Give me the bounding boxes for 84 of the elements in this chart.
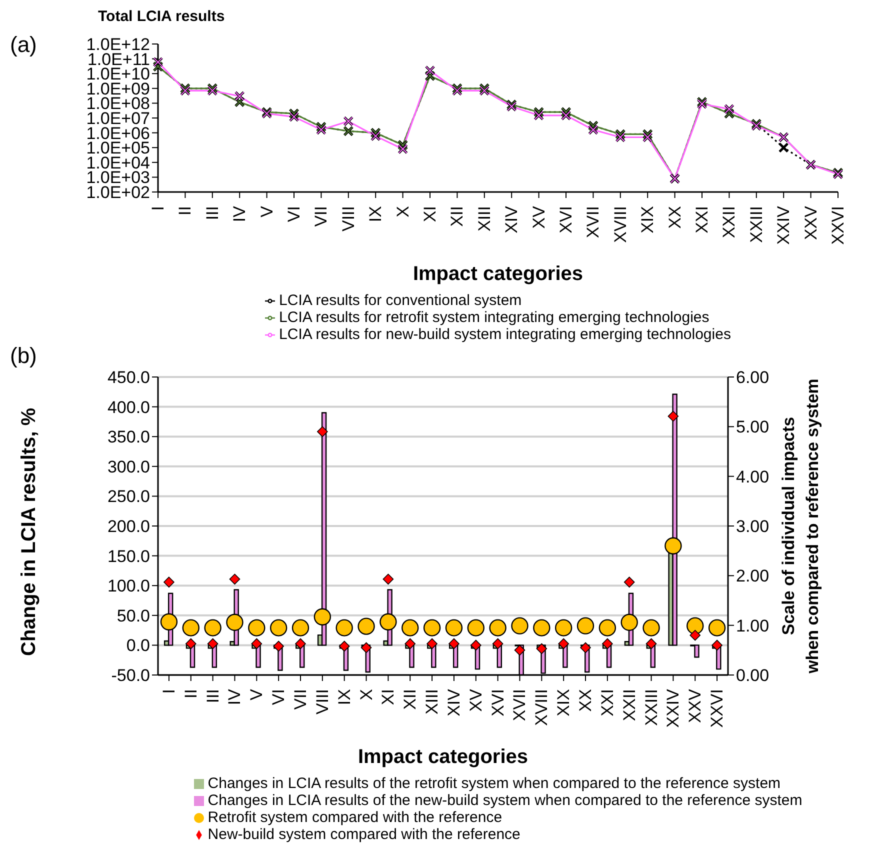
- x-tick-label: XXII: [620, 689, 639, 722]
- x-tick-label: XVI: [556, 206, 576, 234]
- x-tick-label: XII: [448, 206, 467, 227]
- x-tick-label: XXI: [598, 689, 617, 716]
- x-tick-label: XXIV: [774, 205, 794, 245]
- y-tick-label: 50.0: [116, 606, 150, 626]
- x-tick-label: VI: [284, 206, 304, 222]
- x-tick-label: III: [203, 689, 222, 704]
- x-tick-label: I: [159, 689, 178, 694]
- x-tick-label: XIX: [554, 689, 574, 716]
- x-tick-label: XI: [378, 689, 398, 706]
- y-tick-label: 200.0: [107, 517, 150, 536]
- x-tick-label: XXVI: [828, 206, 848, 245]
- y-tick-label: 250.0: [107, 487, 150, 506]
- x-tick-label: III: [202, 206, 222, 220]
- y2-tick-label: 4.00: [736, 467, 770, 486]
- x-tick-label: VII: [312, 206, 331, 227]
- x-tick-label: XIII: [422, 689, 442, 715]
- x-tick-label: XIV: [444, 688, 464, 716]
- text: (b): [10, 343, 37, 369]
- x-tick-label: IV: [230, 205, 250, 222]
- x-tick-label: XIV: [502, 205, 522, 234]
- x-tick-label: VII: [291, 689, 310, 710]
- y-tick-label: 0.0: [126, 636, 150, 656]
- x-tick-label: IX: [366, 206, 386, 222]
- y-tick-label: 300.0: [107, 457, 150, 476]
- x-tick-label: XXIV: [664, 688, 683, 728]
- y2-tick-label: 2.00: [736, 566, 770, 586]
- y-axis-title: Change in LCIA results, %: [18, 408, 40, 656]
- x-tick-label: X: [393, 206, 412, 218]
- x-tick-label: XXVI: [708, 689, 727, 728]
- y2-tick-label: 0.00: [736, 666, 770, 686]
- x-tick-label: II: [176, 206, 195, 216]
- legend-label: Changes in LCIA results of the retrofit system when compared to the reference system: [208, 775, 781, 792]
- text: (a): [10, 32, 37, 58]
- x-tick-label: XXIII: [642, 689, 661, 726]
- x-tick-label: I: [148, 206, 168, 211]
- x-tick-label: XVII: [510, 689, 530, 722]
- y2-tick-label: 1.00: [736, 616, 770, 636]
- x-tick-label: XXII: [720, 206, 739, 238]
- x-tick-label: XX: [576, 689, 595, 712]
- y-tick-label: 400.0: [107, 398, 150, 417]
- x-tick-label: XIII: [474, 206, 494, 232]
- x-tick-label: V: [247, 688, 266, 700]
- x-tick-label: XX: [665, 206, 684, 229]
- x-tick-label: X: [356, 689, 376, 700]
- x-axis-title: Impact categories: [358, 746, 528, 768]
- chart-title: Total LCIA results: [98, 8, 225, 25]
- legend-label: New-build system compared with the reference: [208, 826, 520, 843]
- x-tick-label: XIX: [638, 206, 658, 234]
- y-tick-label: 350.0: [107, 428, 150, 447]
- x-tick-label: XVIII: [532, 689, 552, 726]
- y2-tick-label: 3.00: [736, 517, 770, 536]
- x-tick-label: XXIII: [746, 206, 766, 243]
- x-tick-label: XV: [529, 205, 548, 229]
- x-tick-label: XVII: [584, 206, 603, 238]
- y2-tick-label: 6.00: [736, 368, 770, 388]
- y2-axis-title: Scale of individual impacts when compared to reference system: [779, 378, 822, 674]
- legend-label: LCIA results for conventional system: [279, 292, 522, 309]
- x-axis-title: Impact categories: [412, 263, 584, 285]
- y-tick-label: -50.0: [111, 666, 150, 686]
- x-tick-label: XII: [400, 689, 420, 710]
- x-tick-label: XV: [466, 688, 486, 712]
- x-tick-label: IX: [334, 689, 354, 706]
- x-tick-label: VI: [269, 689, 288, 706]
- legend-label: LCIA results for retrofit system integrating emerging technologies: [279, 309, 710, 326]
- x-tick-label: VIII: [338, 206, 358, 232]
- legend-label: Retrofit system compared with the reference: [208, 809, 502, 826]
- x-tick-label: VIII: [312, 689, 332, 715]
- x-tick-label: XXV: [686, 688, 705, 724]
- legend-label: Changes in LCIA results of the new-build system when compared to the reference system: [208, 792, 802, 809]
- x-tick-label: V: [257, 205, 276, 218]
- legend-label: LCIA results for new-build system integrating emerging technologies: [279, 326, 731, 343]
- x-tick-label: IV: [225, 688, 244, 706]
- x-tick-label: II: [181, 689, 200, 698]
- y-tick-label: 100.0: [107, 576, 150, 596]
- y-tick-label: 150.0: [107, 546, 150, 566]
- y2-tick-label: 5.00: [736, 418, 770, 437]
- x-tick-label: XXV: [801, 205, 820, 240]
- y-tick-label: 450.0: [107, 368, 150, 388]
- x-tick-label: XI: [420, 206, 440, 222]
- x-tick-label: XXI: [692, 206, 712, 234]
- x-tick-label: XVI: [488, 689, 508, 716]
- x-tick-label: XVIII: [610, 206, 630, 243]
